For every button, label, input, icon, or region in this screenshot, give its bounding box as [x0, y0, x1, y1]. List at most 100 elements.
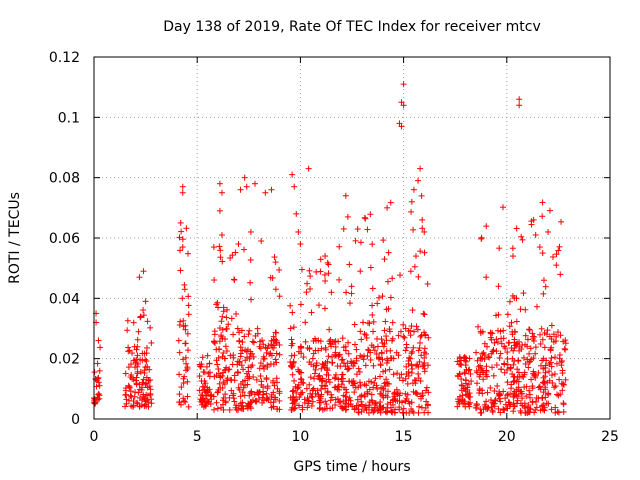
data-point [537, 331, 544, 338]
data-point [357, 382, 364, 389]
data-point [501, 343, 508, 350]
data-point [141, 367, 148, 374]
data-point [383, 376, 390, 383]
data-point [537, 340, 544, 347]
data-point [361, 391, 368, 398]
data-point [248, 389, 255, 396]
data-point [177, 219, 184, 226]
data-point [398, 99, 405, 106]
data-point [218, 189, 225, 196]
data-point [414, 326, 421, 333]
data-point [491, 387, 498, 394]
data-point [140, 307, 147, 314]
data-point [367, 211, 374, 218]
data-point [222, 336, 229, 343]
data-point [517, 306, 524, 313]
data-point [421, 365, 428, 372]
data-point [185, 293, 192, 300]
data-point [313, 268, 320, 275]
data-point [215, 304, 222, 311]
data-point [331, 374, 338, 381]
data-point [213, 372, 220, 379]
data-point [421, 249, 428, 256]
data-point [409, 365, 416, 372]
data-point [322, 360, 329, 367]
data-point [214, 405, 221, 412]
data-point [473, 401, 480, 408]
data-point [381, 256, 388, 263]
data-point [179, 189, 186, 196]
data-point [182, 398, 189, 405]
data-point [479, 350, 486, 357]
data-point [304, 404, 311, 411]
data-point [234, 361, 241, 368]
data-point [465, 381, 472, 388]
data-point [234, 325, 241, 332]
data-point [142, 398, 149, 405]
data-point [421, 228, 428, 235]
data-point [417, 165, 424, 172]
data-point [370, 384, 377, 391]
data-point [510, 361, 517, 368]
data-point [377, 373, 384, 380]
data-point [352, 237, 359, 244]
data-point [552, 354, 559, 361]
data-point [530, 368, 537, 375]
data-point [342, 347, 349, 354]
data-point [510, 379, 517, 386]
data-point [196, 387, 203, 394]
data-point [413, 390, 420, 397]
data-point [421, 360, 428, 367]
data-point [230, 331, 237, 338]
data-point [465, 400, 472, 407]
data-point [289, 371, 296, 378]
data-point [468, 378, 475, 385]
data-point [513, 225, 520, 232]
data-point [421, 345, 428, 352]
data-point [328, 391, 335, 398]
data-point [180, 323, 187, 330]
data-point [400, 405, 407, 412]
data-point [134, 343, 141, 350]
data-point [389, 275, 396, 282]
data-point [137, 313, 144, 320]
data-point [306, 267, 313, 274]
data-point [238, 327, 245, 334]
data-point [332, 402, 339, 409]
data-point [544, 379, 551, 386]
data-point [561, 345, 568, 352]
data-point [263, 376, 270, 383]
data-point [351, 360, 358, 367]
data-point [289, 340, 296, 347]
data-point [416, 358, 423, 365]
data-point [542, 373, 549, 380]
data-point [422, 405, 429, 412]
data-point [515, 369, 522, 376]
data-point [250, 353, 257, 360]
data-point [339, 356, 346, 363]
data-point [247, 256, 254, 263]
data-point [135, 328, 142, 335]
data-point [398, 399, 405, 406]
data-point [380, 343, 387, 350]
data-point [185, 347, 192, 354]
data-point [247, 279, 254, 286]
data-point [122, 403, 129, 410]
data-point [258, 378, 265, 385]
data-point [308, 402, 315, 409]
data-point [132, 389, 139, 396]
data-point [260, 363, 267, 370]
data-point [415, 363, 422, 370]
data-point [264, 383, 271, 390]
data-point [364, 226, 371, 233]
data-point [560, 400, 567, 407]
data-point [377, 361, 384, 368]
data-point [502, 395, 509, 402]
data-point [368, 406, 375, 413]
data-point [183, 225, 190, 232]
data-point [297, 375, 304, 382]
data-point [237, 186, 244, 193]
data-point [293, 396, 300, 403]
data-point [394, 370, 401, 377]
data-point [478, 356, 485, 363]
